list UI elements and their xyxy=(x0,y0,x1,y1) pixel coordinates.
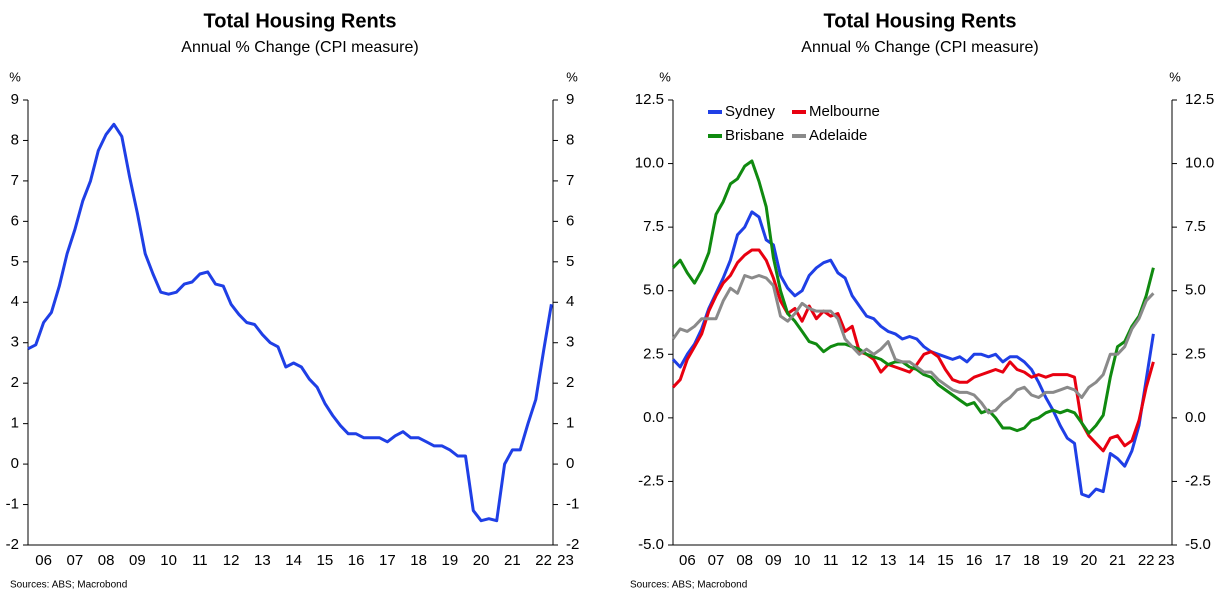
y2-tick-label: 0 xyxy=(566,455,574,472)
y-tick-label: -1 xyxy=(6,496,19,513)
y2-tick-label: 12.5 xyxy=(1185,91,1214,108)
series-line xyxy=(671,159,1155,435)
y-tick-label: -2.5 xyxy=(638,472,664,489)
y-tick-label: 10.0 xyxy=(635,155,664,172)
x-tick-label: 12 xyxy=(223,552,240,569)
x-tick-label: 20 xyxy=(1080,552,1097,569)
series-line xyxy=(27,122,553,523)
y-tick-label: 8 xyxy=(11,131,19,148)
x-tick-label: 06 xyxy=(679,552,696,569)
chart-subtitle: Annual % Change (CPI measure) xyxy=(801,39,1038,56)
series-line xyxy=(671,210,1155,499)
x-tick-label: 10 xyxy=(160,552,177,569)
y2-unit: % xyxy=(1169,69,1181,84)
y-tick-label: -2 xyxy=(6,536,19,553)
y2-tick-label: 5 xyxy=(566,253,574,270)
y2-tick-label: 6 xyxy=(566,212,574,229)
x-tick-label: 14 xyxy=(285,552,302,569)
x-tick-label: 16 xyxy=(966,552,983,569)
y-unit: % xyxy=(9,69,21,84)
x-tick-label: 06 xyxy=(35,552,52,569)
x-tick-label: 17 xyxy=(379,552,396,569)
x-tick-label: 07 xyxy=(67,552,84,569)
x-tick-label: 17 xyxy=(994,552,1011,569)
y2-tick-label: -2.5 xyxy=(1185,472,1211,489)
x-tick-label: 16 xyxy=(348,552,365,569)
x-tick-label: 11 xyxy=(192,552,208,569)
x-tick-label: 22 xyxy=(1138,552,1155,569)
x-tick-label: 07 xyxy=(708,552,725,569)
y-tick-label: 5 xyxy=(11,253,19,270)
y2-tick-label: 3 xyxy=(566,334,574,351)
y-tick-label: 7.5 xyxy=(643,218,664,235)
x-tick-label: 13 xyxy=(254,552,271,569)
legend-label: Adelaide xyxy=(809,127,867,144)
y-tick-label: 2 xyxy=(11,374,19,391)
y2-tick-label: 5.0 xyxy=(1185,282,1206,299)
y2-tick-label: -1 xyxy=(566,496,579,513)
y2-tick-label: -5.0 xyxy=(1185,536,1211,553)
y-tick-label: 0.0 xyxy=(643,409,664,426)
y-tick-label: 9 xyxy=(11,91,19,108)
x-tick-label: 09 xyxy=(765,552,782,569)
x-tick-label: 08 xyxy=(98,552,115,569)
x-tick-label: 21 xyxy=(504,552,521,569)
y2-tick-label: 1 xyxy=(566,415,574,432)
x-tick-label: 12 xyxy=(851,552,868,569)
y-tick-label: 2.5 xyxy=(643,345,664,362)
y-tick-label: 4 xyxy=(11,293,19,310)
series-line xyxy=(671,274,1155,415)
source: Sources: ABS; Macrobond xyxy=(10,580,127,591)
y2-tick-label: 7.5 xyxy=(1185,218,1206,235)
x-tick-label: 21 xyxy=(1109,552,1126,569)
y-tick-label: -5.0 xyxy=(638,536,664,553)
y2-tick-label: 2 xyxy=(566,374,574,391)
y2-tick-label: -2 xyxy=(566,536,579,553)
legend-label: Melbourne xyxy=(809,103,880,120)
y-tick-label: 3 xyxy=(11,334,19,351)
x-tick-label: 18 xyxy=(1023,552,1040,569)
x-tick-label: 22 xyxy=(535,552,552,569)
y2-tick-label: 8 xyxy=(566,131,574,148)
y2-tick-label: 9 xyxy=(566,91,574,108)
x-tick-label: 19 xyxy=(1052,552,1069,569)
y2-tick-label: 0.0 xyxy=(1185,409,1206,426)
x-tick-label: 11 xyxy=(823,552,839,569)
chart-subtitle: Annual % Change (CPI measure) xyxy=(181,39,418,56)
x-tick-label: 23 xyxy=(557,552,574,569)
x-tick-label: 10 xyxy=(794,552,811,569)
x-tick-label: 08 xyxy=(736,552,753,569)
chart-title: Total Housing Rents xyxy=(204,10,397,32)
legend-label: Brisbane xyxy=(725,127,784,144)
y-unit: % xyxy=(659,69,671,84)
chart-title: Total Housing Rents xyxy=(824,10,1017,32)
y2-tick-label: 2.5 xyxy=(1185,345,1206,362)
y-tick-label: 1 xyxy=(11,415,19,432)
x-tick-label: 15 xyxy=(317,552,334,569)
y2-tick-label: 7 xyxy=(566,172,574,189)
x-tick-label: 20 xyxy=(473,552,490,569)
x-tick-label: 13 xyxy=(880,552,897,569)
y-tick-label: 7 xyxy=(11,172,19,189)
y-tick-label: 12.5 xyxy=(635,91,664,108)
x-tick-label: 14 xyxy=(908,552,925,569)
x-tick-label: 19 xyxy=(442,552,459,569)
x-tick-label: 15 xyxy=(937,552,954,569)
y2-tick-label: 4 xyxy=(566,293,574,310)
x-tick-label: 18 xyxy=(410,552,427,569)
y-tick-label: 5.0 xyxy=(643,282,664,299)
x-tick-label: 09 xyxy=(129,552,146,569)
y-tick-label: 6 xyxy=(11,212,19,229)
y2-unit: % xyxy=(566,69,578,84)
legend-label: Sydney xyxy=(725,103,776,120)
x-tick-label: 23 xyxy=(1158,552,1175,569)
source: Sources: ABS; Macrobond xyxy=(630,580,747,591)
y-tick-label: 0 xyxy=(11,455,19,472)
y2-tick-label: 10.0 xyxy=(1185,155,1214,172)
